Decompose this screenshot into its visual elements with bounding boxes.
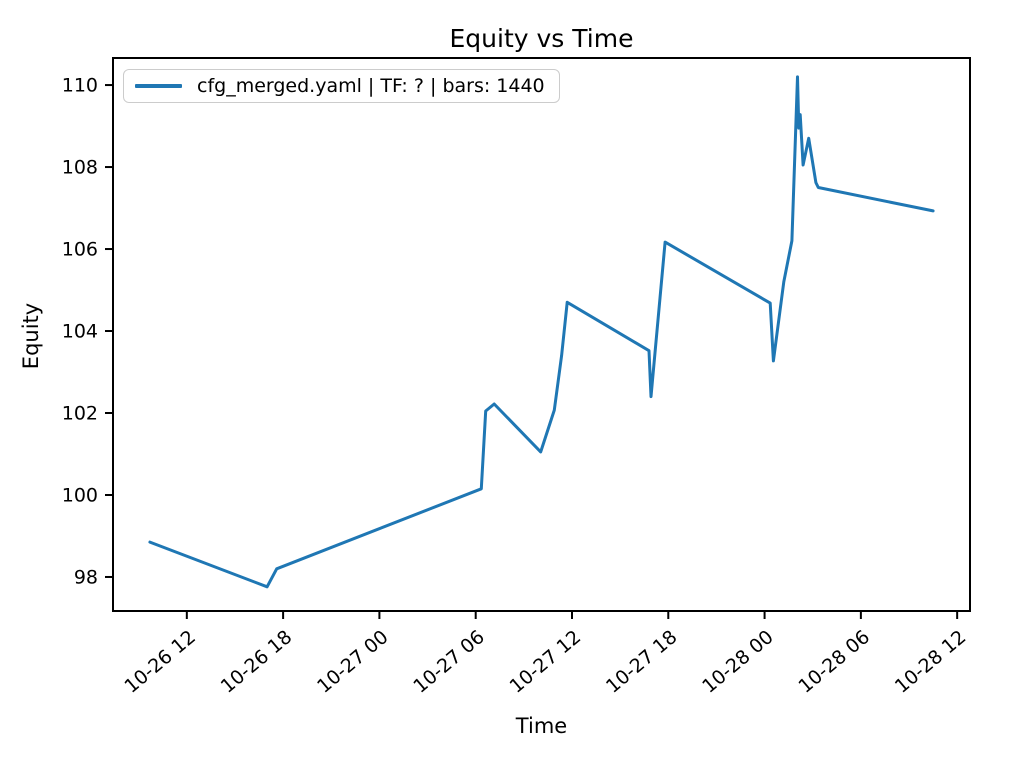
x-tick-label: 10-28 06 <box>794 626 874 698</box>
axes-frame <box>112 57 971 612</box>
x-tick-label: 10-28 12 <box>891 626 971 698</box>
x-axis-label: Time <box>515 714 568 738</box>
legend: cfg_merged.yaml | TF: ? | bars: 1440 <box>123 69 560 103</box>
y-tick-label: 104 <box>62 321 98 343</box>
y-tick-label: 102 <box>62 403 98 425</box>
x-tick-label: 10-26 18 <box>217 626 297 698</box>
legend-label: cfg_merged.yaml | TF: ? | bars: 1440 <box>197 75 545 97</box>
equity-line <box>148 75 935 589</box>
x-tick-label: 10-27 06 <box>409 626 489 698</box>
y-tick-label: 100 <box>62 484 98 506</box>
x-tick-label: 10-26 12 <box>120 626 200 698</box>
x-tick-label: 10-27 12 <box>506 626 586 698</box>
y-tick-label: 98 <box>74 566 98 588</box>
x-tick-label: 10-27 00 <box>313 626 393 698</box>
x-tick-label: 10-27 18 <box>602 626 682 698</box>
chart-title: Equity vs Time <box>449 24 634 53</box>
x-tick-label: 10-28 00 <box>698 626 778 698</box>
y-tick-label: 108 <box>62 157 98 179</box>
y-tick-label: 106 <box>62 239 98 261</box>
y-tick-label: 110 <box>62 75 98 97</box>
legend-line-sample <box>135 84 182 88</box>
